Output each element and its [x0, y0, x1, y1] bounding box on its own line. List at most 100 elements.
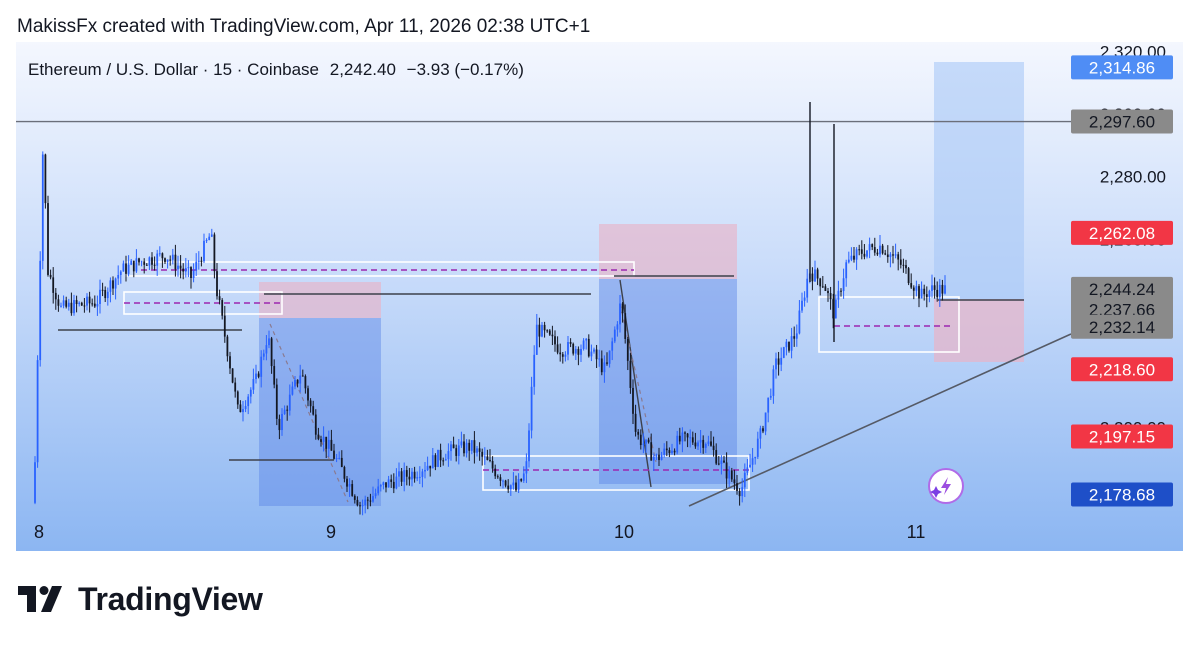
candle-body: [125, 263, 127, 274]
candle-body: [106, 291, 109, 299]
candle-body: [598, 358, 601, 360]
candle-body: [348, 484, 351, 487]
candle-body: [91, 303, 94, 305]
candle-body: [671, 450, 673, 454]
candle-body: [327, 439, 330, 449]
candle-body: [541, 324, 543, 337]
candle-body: [866, 250, 868, 257]
candle-body: [223, 315, 226, 337]
candle-body: [876, 252, 879, 255]
candle-body: [421, 471, 424, 477]
candle-body: [668, 450, 671, 454]
candle-body: [663, 448, 666, 455]
projection-line: [269, 323, 349, 503]
candle-body: [554, 336, 556, 345]
candle-body: [260, 356, 263, 377]
candle-body: [468, 442, 471, 451]
candle-body: [221, 300, 224, 316]
candle-body: [658, 454, 660, 460]
candle-body: [47, 203, 49, 275]
candle-body: [551, 334, 554, 337]
candle-body: [161, 253, 164, 259]
candle-body: [590, 351, 593, 357]
target-zone: [259, 318, 381, 506]
candle-body: [593, 349, 595, 352]
candle-body: [512, 482, 515, 486]
candle-body: [265, 345, 268, 354]
candle-body: [743, 472, 746, 488]
candle-body: [603, 362, 606, 373]
candle-body: [182, 268, 185, 272]
candle-body: [437, 449, 439, 467]
time-tick-label: 10: [614, 522, 634, 542]
price-label-badge: [1071, 220, 1173, 245]
candle-body: [613, 329, 616, 342]
candle-body: [476, 448, 478, 453]
candle-body: [504, 480, 507, 486]
candle-body: [691, 437, 694, 443]
candle-body: [905, 265, 907, 269]
candle-body: [226, 336, 229, 357]
candle-body: [767, 397, 770, 413]
candle-body: [652, 456, 655, 461]
candle-body: [283, 409, 286, 414]
candle-body: [811, 273, 814, 282]
candle-body: [418, 476, 421, 478]
candle-body: [736, 483, 738, 491]
candle-body: [827, 290, 829, 294]
drawing-zones: [123, 62, 1024, 506]
price-label-text: 2,237.66: [1089, 300, 1155, 319]
candle-body: [164, 258, 166, 262]
candle-body: [715, 450, 718, 464]
candle-body: [478, 448, 481, 452]
candle-body: [741, 487, 744, 497]
candle-body: [148, 257, 151, 266]
candle-body: [213, 234, 216, 272]
candle-body: [889, 254, 892, 258]
candle-body: [346, 478, 348, 487]
candle-body: [772, 369, 775, 396]
candle-body: [431, 455, 434, 469]
supply-zone: [599, 224, 737, 279]
candle-body: [275, 384, 278, 419]
candle-body: [434, 455, 437, 467]
candle-body: [556, 344, 559, 353]
candle-body: [587, 338, 590, 357]
candle-body: [733, 479, 736, 484]
candle-body: [824, 286, 827, 291]
candle-body: [730, 470, 733, 480]
candle-body: [203, 240, 205, 262]
candle-body: [642, 443, 645, 446]
chart-attribution-header: MakissFx created with TradingView.com, A…: [17, 16, 591, 37]
candle-body: [60, 305, 62, 307]
candle-body: [543, 324, 546, 331]
candle-body: [850, 255, 853, 260]
candle-body: [44, 154, 47, 204]
candle-body: [174, 254, 177, 270]
candle-body: [860, 249, 863, 254]
candle-body: [845, 262, 848, 279]
time-tick-label: 11: [907, 522, 926, 542]
candle-body: [502, 480, 504, 482]
candle-body: [665, 448, 668, 451]
candle-body: [728, 470, 731, 479]
candle-body: [803, 297, 806, 301]
candle-body: [169, 259, 172, 261]
candle-body: [41, 154, 44, 261]
candle-body: [65, 300, 68, 307]
candle-body: [190, 267, 192, 279]
candle-body: [884, 253, 887, 255]
candle-body: [686, 433, 689, 438]
candle-body: [829, 293, 832, 300]
candle-body: [694, 442, 697, 447]
price-change: −3.93 (−0.17%): [406, 60, 524, 79]
candle-body: [465, 442, 468, 454]
tradingview-logo: TradingView: [18, 581, 263, 617]
candle-body: [130, 260, 133, 265]
candle-body: [244, 406, 247, 410]
candle-body: [546, 330, 549, 332]
candle-body: [723, 460, 725, 463]
candle-body: [754, 456, 757, 459]
